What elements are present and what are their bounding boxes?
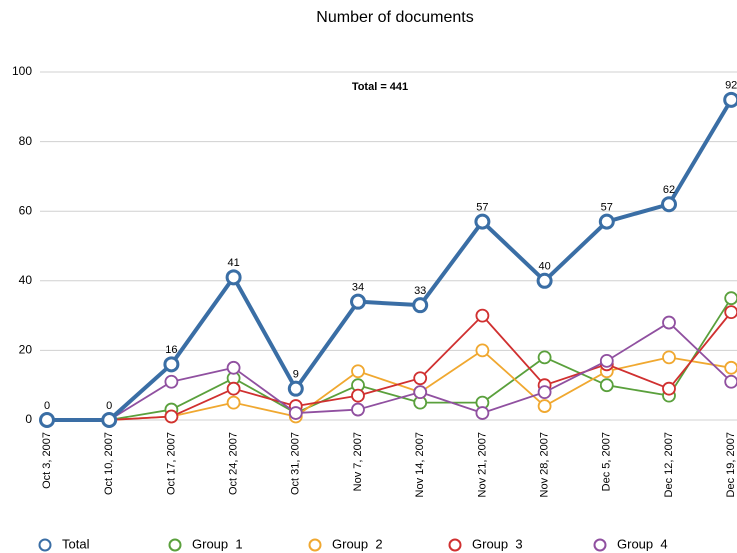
legend-label: Group 3 bbox=[472, 536, 523, 551]
data-label: 0 bbox=[44, 400, 50, 412]
point bbox=[724, 291, 737, 306]
point bbox=[39, 412, 55, 428]
point bbox=[226, 381, 241, 396]
x-tick-label: Nov 7, 2007 bbox=[352, 432, 364, 491]
legend-label: Group 1 bbox=[192, 536, 243, 551]
point bbox=[101, 412, 118, 428]
series-line bbox=[47, 311, 732, 421]
point bbox=[287, 380, 304, 397]
point bbox=[163, 356, 180, 373]
point bbox=[537, 399, 552, 413]
x-tick-label: Oct 31, 2007 bbox=[290, 432, 302, 495]
x-tick-label: Oct 3, 2007 bbox=[41, 432, 53, 489]
point bbox=[724, 305, 737, 320]
point bbox=[164, 409, 179, 424]
point bbox=[351, 402, 365, 417]
y-tick-label: 60 bbox=[19, 203, 33, 217]
point bbox=[475, 308, 490, 323]
point bbox=[474, 213, 491, 230]
x-tick-label: Nov 21, 2007 bbox=[476, 432, 488, 497]
point bbox=[475, 406, 490, 420]
point bbox=[351, 388, 365, 403]
point bbox=[351, 364, 365, 379]
point bbox=[536, 272, 553, 289]
legend-label: Total bbox=[62, 536, 90, 551]
series-line bbox=[47, 98, 733, 422]
data-label: 57 bbox=[601, 202, 613, 214]
y-tick-label: 20 bbox=[19, 343, 33, 357]
x-tick-label: Oct 17, 2007 bbox=[165, 432, 177, 495]
y-tick-label: 80 bbox=[19, 134, 33, 148]
point bbox=[599, 378, 614, 393]
data-label: 0 bbox=[106, 400, 112, 412]
data-label: 9 bbox=[293, 369, 299, 381]
legend-marker bbox=[448, 538, 462, 552]
x-tick-label: Nov 28, 2007 bbox=[539, 432, 551, 497]
x-tick-label: Dec 19, 2007 bbox=[725, 432, 737, 497]
point bbox=[598, 213, 615, 230]
point bbox=[475, 343, 490, 358]
data-label: 40 bbox=[538, 261, 550, 273]
data-label: 62 bbox=[663, 184, 675, 196]
legend-marker bbox=[308, 538, 322, 552]
data-label: 34 bbox=[352, 282, 364, 294]
point bbox=[350, 293, 366, 310]
data-label: 92 bbox=[725, 80, 737, 92]
data-label: 57 bbox=[476, 202, 488, 214]
series-line bbox=[47, 297, 732, 421]
y-tick-label: 100 bbox=[12, 64, 32, 78]
point bbox=[599, 353, 614, 368]
data-label: 41 bbox=[227, 257, 239, 269]
series-line bbox=[47, 321, 732, 421]
point bbox=[661, 196, 677, 213]
legend-marker bbox=[168, 538, 182, 552]
point bbox=[662, 315, 676, 330]
y-tick-label: 0 bbox=[25, 412, 32, 426]
data-label: 16 bbox=[165, 344, 177, 356]
point bbox=[226, 360, 241, 375]
point bbox=[723, 91, 737, 108]
point bbox=[413, 385, 428, 400]
legend-label: Group 2 bbox=[332, 536, 383, 551]
annotation: Total = 441 bbox=[352, 81, 408, 93]
point bbox=[537, 385, 552, 400]
point bbox=[164, 374, 179, 389]
x-tick-label: Dec 12, 2007 bbox=[663, 432, 675, 497]
point bbox=[412, 297, 429, 314]
point bbox=[226, 395, 241, 410]
point bbox=[537, 350, 552, 365]
point bbox=[724, 374, 737, 389]
legend-marker bbox=[38, 538, 52, 552]
data-label: 33 bbox=[414, 285, 426, 297]
point bbox=[662, 381, 676, 396]
x-tick-label: Oct 24, 2007 bbox=[228, 432, 240, 495]
legend-marker bbox=[593, 538, 607, 552]
point bbox=[724, 360, 737, 375]
point bbox=[413, 371, 428, 386]
point bbox=[225, 269, 242, 286]
x-tick-label: Nov 14, 2007 bbox=[414, 432, 426, 497]
x-tick-label: Oct 10, 2007 bbox=[103, 432, 115, 495]
chart-title: Number of documents bbox=[316, 9, 473, 26]
point bbox=[662, 350, 676, 365]
legend-label: Group 4 bbox=[617, 536, 668, 551]
point bbox=[288, 406, 303, 420]
y-tick-label: 40 bbox=[19, 273, 33, 287]
x-tick-label: Dec 5, 2007 bbox=[601, 432, 613, 491]
